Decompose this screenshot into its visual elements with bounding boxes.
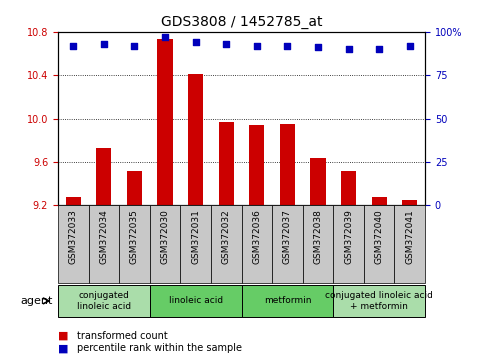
Text: GSM372030: GSM372030	[160, 209, 170, 264]
Bar	[58, 285, 150, 317]
Text: ■: ■	[58, 331, 69, 341]
Point	[222, 41, 230, 47]
Text: conjugated linoleic acid
+ metformin: conjugated linoleic acid + metformin	[325, 291, 433, 310]
Bar	[119, 205, 150, 283]
Text: agent: agent	[21, 296, 53, 306]
Bar	[58, 205, 88, 283]
Text: conjugated
linoleic acid: conjugated linoleic acid	[77, 291, 131, 310]
Text: transformed count: transformed count	[77, 331, 168, 341]
Text: GSM372037: GSM372037	[283, 209, 292, 264]
Bar	[395, 205, 425, 283]
Bar	[242, 285, 333, 317]
Text: GSM372031: GSM372031	[191, 209, 200, 264]
Text: GSM372032: GSM372032	[222, 209, 231, 264]
Bar	[402, 200, 417, 205]
Point	[100, 41, 108, 47]
Text: metformin: metformin	[264, 296, 311, 306]
Text: GSM372033: GSM372033	[69, 209, 78, 264]
Bar	[280, 124, 295, 205]
Bar	[219, 122, 234, 205]
Text: ■: ■	[58, 343, 69, 353]
Bar	[150, 205, 180, 283]
Bar	[272, 205, 303, 283]
Text: GSM372040: GSM372040	[375, 209, 384, 264]
Bar	[96, 148, 112, 205]
Bar	[303, 205, 333, 283]
Bar	[157, 39, 173, 205]
Point	[375, 46, 383, 52]
Bar	[127, 171, 142, 205]
Text: linoleic acid: linoleic acid	[169, 296, 223, 306]
Text: GSM372034: GSM372034	[99, 209, 108, 264]
Point	[192, 39, 199, 45]
Point	[314, 45, 322, 50]
Bar	[341, 171, 356, 205]
Bar	[333, 205, 364, 283]
Text: GSM372041: GSM372041	[405, 209, 414, 264]
Title: GDS3808 / 1452785_at: GDS3808 / 1452785_at	[161, 16, 322, 29]
Text: GSM372039: GSM372039	[344, 209, 353, 264]
Point	[70, 43, 77, 48]
Bar	[311, 158, 326, 205]
Bar	[249, 125, 265, 205]
Point	[161, 34, 169, 40]
Bar	[88, 205, 119, 283]
Bar	[188, 74, 203, 205]
Text: GSM372036: GSM372036	[252, 209, 261, 264]
Bar	[150, 285, 242, 317]
Bar	[242, 205, 272, 283]
Bar	[333, 285, 425, 317]
Text: percentile rank within the sample: percentile rank within the sample	[77, 343, 242, 353]
Point	[345, 46, 353, 52]
Point	[130, 43, 138, 48]
Bar	[371, 197, 387, 205]
Bar	[211, 205, 242, 283]
Text: GSM372035: GSM372035	[130, 209, 139, 264]
Point	[253, 43, 261, 48]
Bar	[364, 205, 395, 283]
Bar	[66, 197, 81, 205]
Text: GSM372038: GSM372038	[313, 209, 323, 264]
Point	[284, 43, 291, 48]
Bar	[180, 205, 211, 283]
Point	[406, 43, 413, 48]
